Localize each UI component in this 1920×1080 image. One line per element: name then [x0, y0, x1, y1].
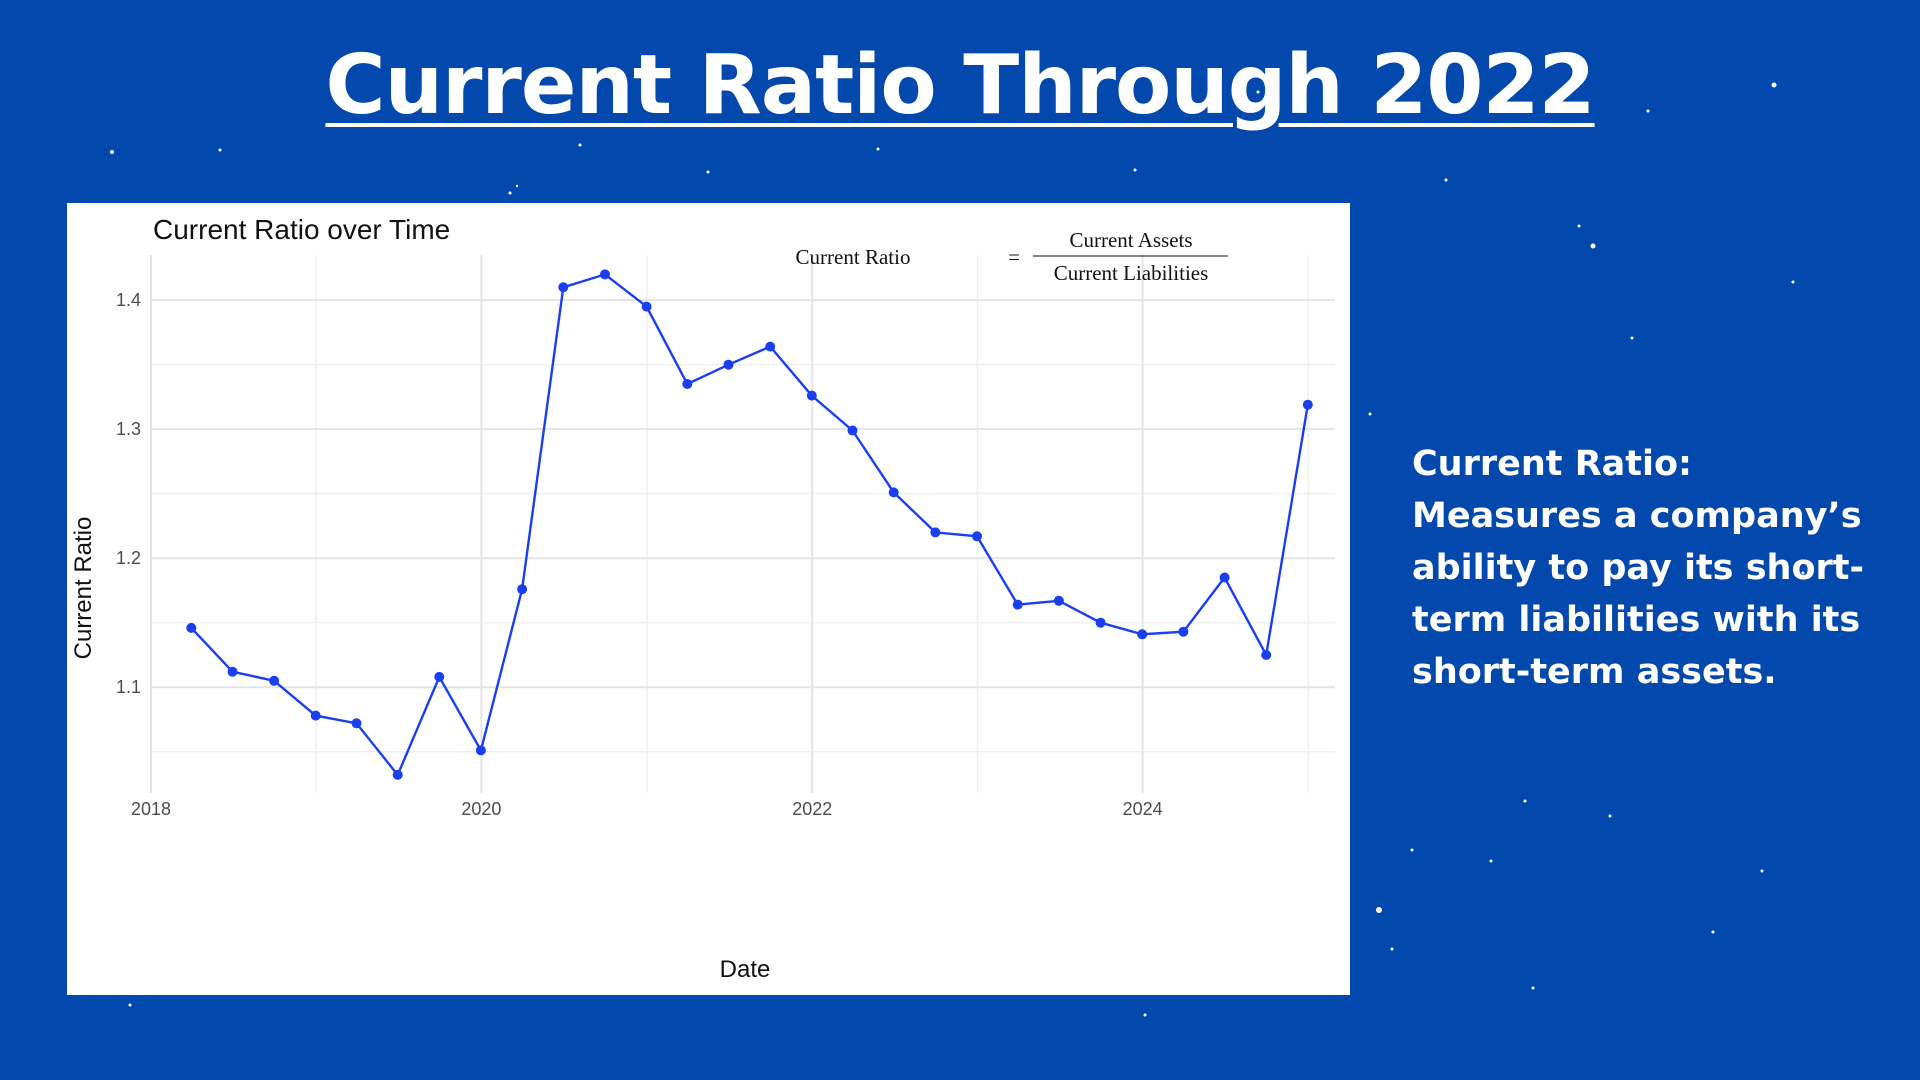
star-dot [1489, 859, 1493, 863]
x-tick-label: 2020 [461, 799, 501, 819]
data-point [1219, 572, 1230, 583]
star-dot [128, 1003, 132, 1007]
formula-denominator: Current Liabilities [1054, 261, 1209, 285]
y-tick-label: 1.2 [116, 548, 141, 568]
x-tick-label: 2022 [792, 799, 832, 819]
major-gridlines [150, 255, 1335, 793]
data-point [930, 527, 941, 538]
data-point [1261, 650, 1272, 660]
data-point [1095, 617, 1106, 628]
star-dot [1445, 108, 1449, 112]
star-dot [1711, 930, 1715, 934]
star-dot [1523, 799, 1527, 803]
star-dot [1771, 82, 1777, 88]
data-point [517, 584, 528, 595]
y-tick-label: 1.1 [116, 677, 141, 697]
star-dot [876, 147, 880, 151]
data-point [1302, 399, 1313, 410]
minor-gridlines [151, 255, 1335, 793]
x-axis-tick-labels: 2018 2020 2022 2024 [131, 799, 1163, 819]
star-dot [1791, 280, 1795, 284]
star-dot [1256, 90, 1260, 94]
star-dot [1577, 224, 1581, 228]
data-points [186, 269, 1313, 780]
data-point [351, 718, 362, 729]
data-point [972, 531, 982, 542]
star-dot [1801, 571, 1805, 575]
star-dot [1133, 168, 1137, 172]
data-point [806, 390, 817, 401]
x-axis-label: Date [720, 956, 771, 983]
data-point [392, 769, 403, 780]
formula-lhs: Current Ratio [796, 245, 911, 269]
data-point [1012, 599, 1023, 610]
y-axis-label: Current Ratio [70, 517, 97, 660]
formula: Current Ratio = Current Assets Current L… [796, 228, 1228, 285]
data-point [888, 487, 899, 498]
y-tick-label: 1.3 [116, 419, 141, 439]
star-dot [1760, 869, 1764, 873]
y-axis-tick-labels: 1.1 1.2 1.3 1.4 [116, 290, 141, 697]
data-point [186, 622, 197, 633]
star-dot [1646, 109, 1650, 113]
data-point [558, 282, 569, 293]
data-point [641, 301, 652, 312]
star-dot [515, 184, 519, 188]
definition-text: Current Ratio: Measures a company’s abil… [1412, 444, 1865, 692]
x-tick-label: 2024 [1123, 799, 1163, 819]
data-point [723, 359, 734, 370]
data-point [682, 379, 693, 389]
star-dot [110, 150, 114, 154]
star-dot [1630, 336, 1634, 340]
data-point [1137, 629, 1148, 640]
star-dot [1570, 102, 1574, 106]
line-chart: 1.1 1.2 1.3 1.4 2018 2020 2022 2024 Current Ra… [70, 214, 1335, 983]
star-dot [1390, 947, 1394, 951]
star-dot [578, 143, 582, 147]
data-point [269, 675, 280, 686]
star-dot [1444, 178, 1448, 182]
slide-title: Current Ratio Through 2022 [325, 38, 1595, 133]
chart-title: Current Ratio over Time [153, 214, 450, 245]
star-dot [508, 191, 512, 195]
star-dot [1410, 848, 1414, 852]
data-point [1053, 595, 1064, 606]
star-dot [1376, 907, 1382, 913]
star-dot [1125, 85, 1129, 89]
data-point [434, 671, 445, 682]
star-dot [1143, 1013, 1147, 1017]
star-dot [1590, 243, 1596, 249]
chart-panel: 1.1 1.2 1.3 1.4 2018 2020 2022 2024 Current Ra… [67, 203, 1350, 995]
formula-numerator: Current Assets [1069, 228, 1192, 252]
data-point [310, 710, 321, 721]
series-line [190, 273, 1309, 778]
star-dot [218, 148, 222, 152]
data-point [847, 425, 858, 436]
star-dot [1368, 412, 1372, 416]
data-point [1178, 626, 1189, 637]
data-point [227, 666, 238, 677]
x-tick-label: 2018 [131, 799, 171, 819]
formula-equals: = [1008, 245, 1020, 269]
star-dot [706, 170, 710, 174]
star-dot [1608, 814, 1612, 818]
star-dot [1531, 986, 1535, 990]
data-point [765, 341, 776, 352]
data-point [600, 269, 610, 280]
y-tick-label: 1.4 [116, 290, 141, 310]
data-point [475, 745, 486, 756]
